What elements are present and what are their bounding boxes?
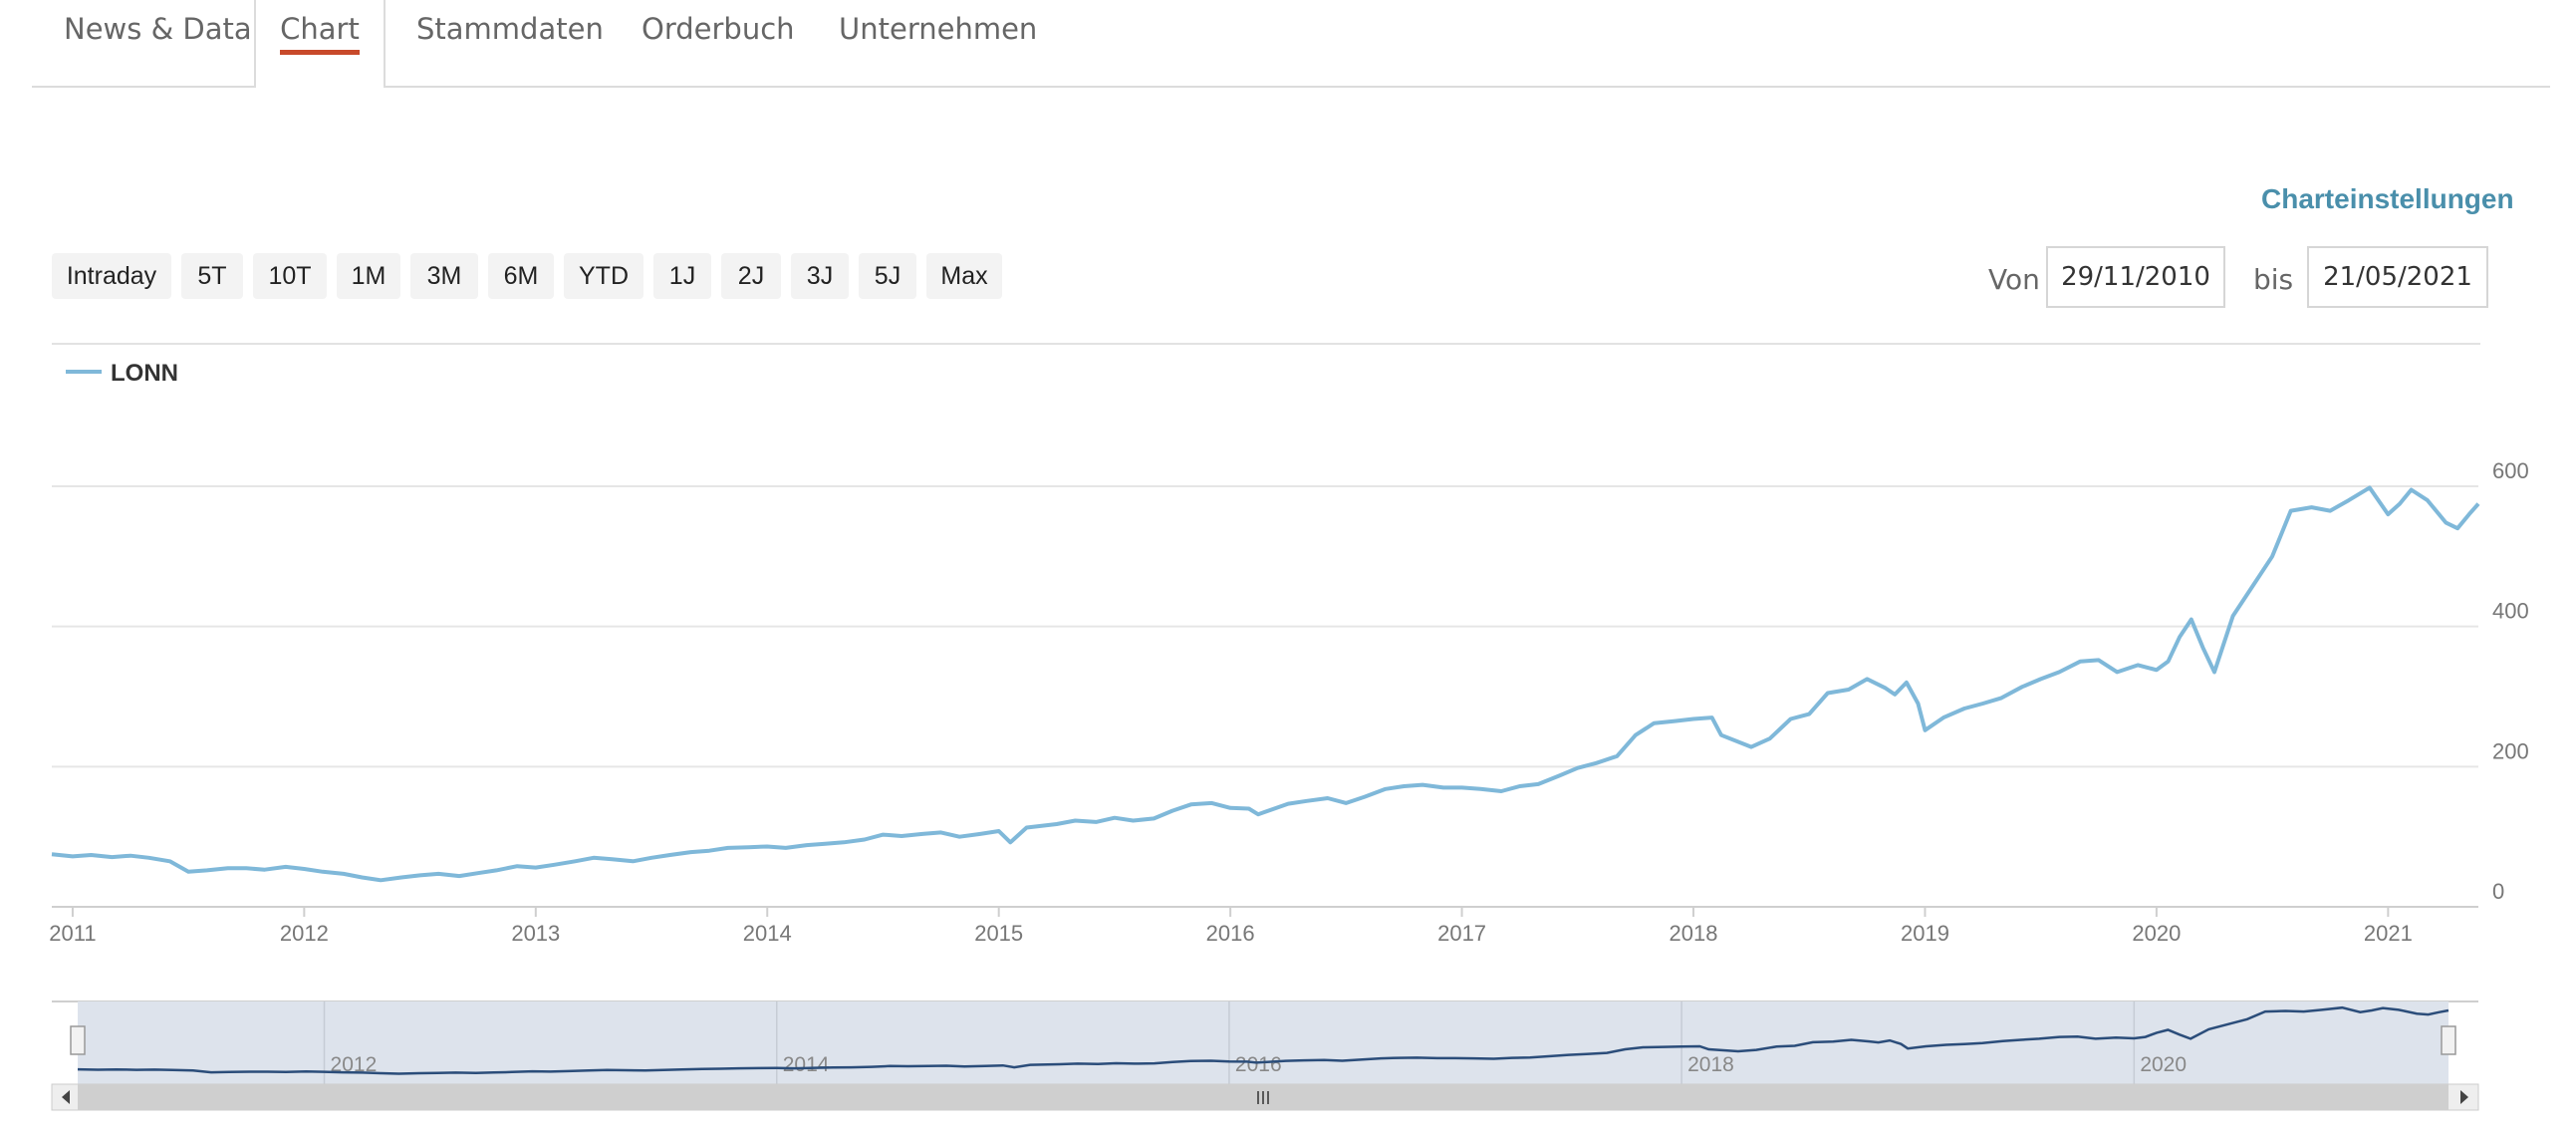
navigator-label: 2016 — [1235, 1053, 1282, 1076]
x-tick-label: 2018 — [1670, 921, 1718, 946]
range-button-3j[interactable]: 3J — [791, 253, 849, 299]
y-tick-label: 400 — [2492, 599, 2529, 624]
range-button-1m[interactable]: 1M — [337, 253, 400, 299]
scroll-left-arrow-icon[interactable] — [62, 1090, 70, 1104]
x-tick-label: 2014 — [743, 921, 792, 946]
tab-chart[interactable]: Chart — [254, 0, 386, 88]
range-button-5t[interactable]: 5T — [181, 253, 243, 299]
x-tick-label: 2011 — [49, 921, 96, 946]
range-button-2j[interactable]: 2J — [721, 253, 781, 299]
x-tick-label: 2020 — [2132, 921, 2181, 946]
tab-label: Unternehmen — [839, 12, 1038, 46]
tab-label: Stammdaten — [416, 12, 604, 46]
range-button-1j[interactable]: 1J — [653, 253, 711, 299]
navigator-label: 2020 — [2140, 1053, 2187, 1076]
navigator-label: 2012 — [331, 1053, 378, 1076]
navigator-series-line — [77, 1005, 2449, 1075]
navigator-label: 2018 — [1687, 1053, 1734, 1076]
y-tick-label: 0 — [2492, 879, 2504, 904]
tab-orderbuch[interactable]: Orderbuch — [642, 0, 795, 86]
range-button-6m[interactable]: 6M — [488, 253, 554, 299]
series-line-lonn — [51, 485, 2480, 883]
tab-label: Chart — [280, 12, 360, 55]
range-button-10t[interactable]: 10T — [253, 253, 327, 299]
date-to-label: bis — [2253, 263, 2294, 296]
tab-label: News & Data — [64, 12, 252, 46]
scroll-right-arrow-icon[interactable] — [2460, 1090, 2468, 1104]
x-tick-label: 2015 — [974, 921, 1023, 946]
range-button-ytd[interactable]: YTD — [564, 253, 644, 299]
range-button-3m[interactable]: 3M — [410, 253, 478, 299]
legend-label: LONN — [111, 360, 178, 387]
tab-unternehmen[interactable]: Unternehmen — [839, 0, 1037, 86]
date-from-label: Von — [1988, 263, 2040, 296]
x-tick-label: 2016 — [1206, 921, 1255, 946]
tab-stammdaten[interactable]: Stammdaten — [416, 0, 604, 86]
navigator-selection — [78, 1001, 2448, 1084]
range-button-max[interactable]: Max — [926, 253, 1002, 299]
navigator-label: 2014 — [783, 1053, 830, 1076]
chart-settings-link[interactable]: Charteinstellungen — [2261, 183, 2514, 214]
y-tick-label: 600 — [2492, 458, 2529, 483]
scrollbar-thumb[interactable] — [78, 1084, 2448, 1110]
x-tick-label: 2019 — [1901, 921, 1949, 946]
navigator-handle[interactable] — [70, 1025, 86, 1055]
tab-label: Orderbuch — [642, 12, 795, 46]
tab-news-data[interactable]: News & Data — [64, 0, 252, 86]
x-tick-label: 2017 — [1437, 921, 1486, 946]
x-tick-label: 2021 — [2364, 921, 2413, 946]
y-tick-label: 200 — [2492, 738, 2529, 763]
x-tick-label: 2013 — [511, 921, 560, 946]
x-tick-label: 2012 — [280, 921, 329, 946]
scrollbar-grip: III — [1255, 1088, 1270, 1108]
navigator-handle[interactable] — [2441, 1025, 2456, 1055]
range-button-intraday[interactable]: Intraday — [52, 253, 171, 299]
date-from-input[interactable]: 29/11/2010 — [2046, 246, 2225, 308]
tab-bar: News & Data Chart Stammdaten Orderbuch U… — [32, 0, 2550, 88]
range-button-5j[interactable]: 5J — [859, 253, 916, 299]
date-to-input[interactable]: 21/05/2021 — [2307, 246, 2488, 308]
